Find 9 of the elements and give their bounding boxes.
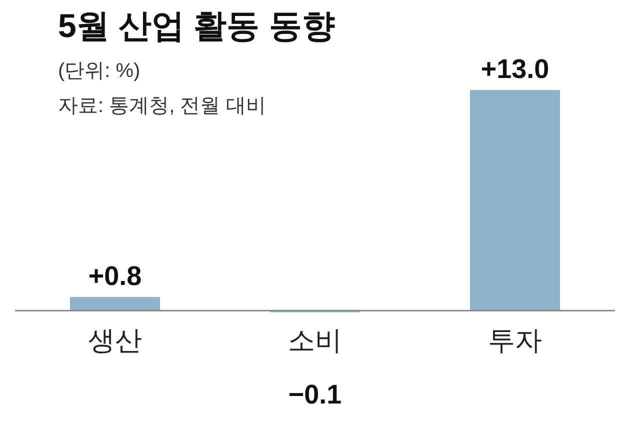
data-label: +0.8	[88, 261, 142, 292]
annotation: 자료: 통계청, 전월 대비	[58, 94, 267, 119]
chart-title: 5월 산업 활동 동향	[58, 6, 335, 46]
x-tick-label: 투자	[488, 325, 542, 356]
x-tick-label: 생산	[88, 325, 142, 356]
data-label: +13.0	[480, 54, 550, 84]
data-label: −0.1	[288, 379, 342, 410]
x-tick-label: 소비	[288, 325, 342, 356]
chart-subtitle: (단위: %)	[58, 59, 142, 84]
